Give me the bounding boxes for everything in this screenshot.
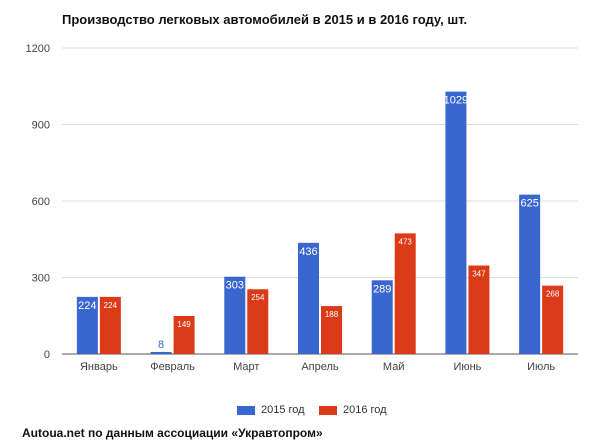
- bar-2015-2: [224, 276, 246, 354]
- bar-2015-3: [298, 242, 319, 354]
- y-tick-label: 600: [32, 196, 50, 208]
- legend-swatch-2016: [319, 405, 337, 415]
- gridlines: [62, 47, 578, 355]
- data-label-2016-3: 188: [325, 310, 339, 319]
- source-note: Autoua.net по данным ассоциации «Укравто…: [22, 426, 323, 440]
- legend-item-2016: 2016 год: [319, 404, 387, 416]
- data-label-2015-5: 1029: [444, 95, 468, 107]
- x-tick-label: Июнь: [453, 361, 481, 373]
- bar-2016-6: [542, 285, 564, 354]
- bar-2016-4: [394, 233, 416, 354]
- y-axis-tick-labels: 0 300 600 900 1200: [26, 43, 50, 361]
- x-tick-label: Февраль: [150, 361, 195, 373]
- x-tick-label: Март: [233, 361, 259, 373]
- chart-title: Производство легковых автомобилей в 2015…: [62, 12, 468, 27]
- x-axis-tick-labels: Январь Февраль Март Апрель Май Июнь Июль: [80, 361, 555, 373]
- legend-label-2016: 2016 год: [343, 404, 387, 416]
- bar-2016-1: [173, 316, 195, 354]
- data-label-2015-3: 436: [299, 246, 317, 258]
- bar-2016-0: [99, 296, 121, 354]
- legend-swatch-2015: [237, 405, 255, 415]
- data-labels: 224 224 8 149 303 254 436 188 289 473 1029 347 625 26…: [78, 95, 560, 351]
- x-tick-label: Апрель: [301, 361, 339, 373]
- legend-label-2015: 2015 год: [261, 404, 305, 416]
- bar-2015-4: [371, 280, 393, 354]
- data-label-2016-5: 347: [472, 270, 486, 279]
- data-label-2015-4: 289: [373, 283, 391, 295]
- bars: [76, 91, 564, 354]
- data-label-2016-1: 149: [177, 320, 191, 329]
- y-tick-label: 0: [44, 349, 50, 361]
- y-tick-label: 300: [32, 273, 50, 285]
- bar-2016-5: [468, 265, 490, 354]
- y-tick-label: 1200: [26, 43, 50, 55]
- data-label-2015-6: 625: [520, 198, 538, 210]
- x-tick-label: Май: [383, 361, 405, 373]
- bar-2015-6: [519, 194, 541, 354]
- legend-item-2015: 2015 год: [237, 404, 305, 416]
- bar-2015-5: [445, 91, 467, 354]
- data-label-2016-2: 254: [251, 293, 265, 302]
- data-label-2015-0: 224: [78, 300, 96, 312]
- data-label-2016-0: 224: [104, 301, 118, 310]
- y-tick-label: 900: [32, 120, 50, 132]
- bar-2015-0: [76, 296, 98, 354]
- bar-2016-3: [321, 306, 342, 354]
- data-label-2016-4: 473: [399, 237, 413, 246]
- x-tick-label: Январь: [80, 361, 118, 373]
- bar-2015-1: [150, 351, 172, 354]
- x-tick-label: Июль: [527, 361, 555, 373]
- bar-2016-2: [247, 289, 269, 354]
- data-label-2015-2: 303: [226, 280, 244, 292]
- data-label-2016-6: 268: [546, 290, 560, 299]
- data-label-2015-1: 8: [158, 339, 164, 351]
